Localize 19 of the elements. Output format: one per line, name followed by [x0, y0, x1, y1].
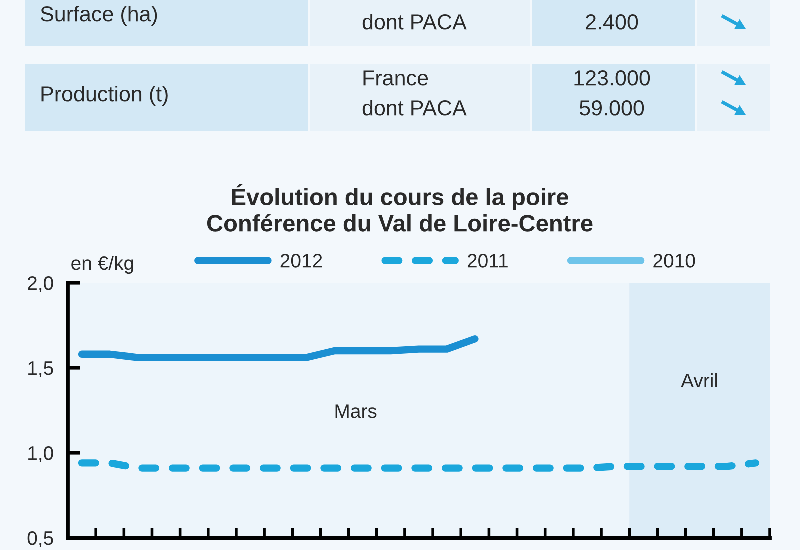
text: Production (t) — [42, 86, 168, 106]
y-axis-title: en €/kg — [72, 256, 134, 274]
text: 2.400 — [586, 14, 638, 30]
text: Surface (ha) — [40, 6, 158, 26]
y-tick-label: 2,0 — [28, 276, 54, 293]
annotation: Mars — [336, 404, 377, 418]
y-tick-label: 1,5 — [28, 362, 54, 378]
chart-title: Évolution du cours de la poire Conférence du Val de Loire-Centre — [207, 184, 593, 232]
annotation: Avril — [681, 373, 718, 388]
text: 59.000 — [580, 100, 644, 116]
text: 123.000 — [574, 70, 650, 86]
legend-label: 2011 — [468, 254, 508, 268]
y-tick-label: 1,0 — [28, 446, 54, 463]
legend-label: 2010 — [654, 254, 696, 268]
legend-label: 2012 — [280, 254, 322, 268]
text: France — [364, 70, 428, 86]
text: dont PACA — [362, 100, 467, 116]
y-tick-label: 0,5 — [28, 531, 54, 548]
text: dont PACA — [362, 14, 467, 30]
